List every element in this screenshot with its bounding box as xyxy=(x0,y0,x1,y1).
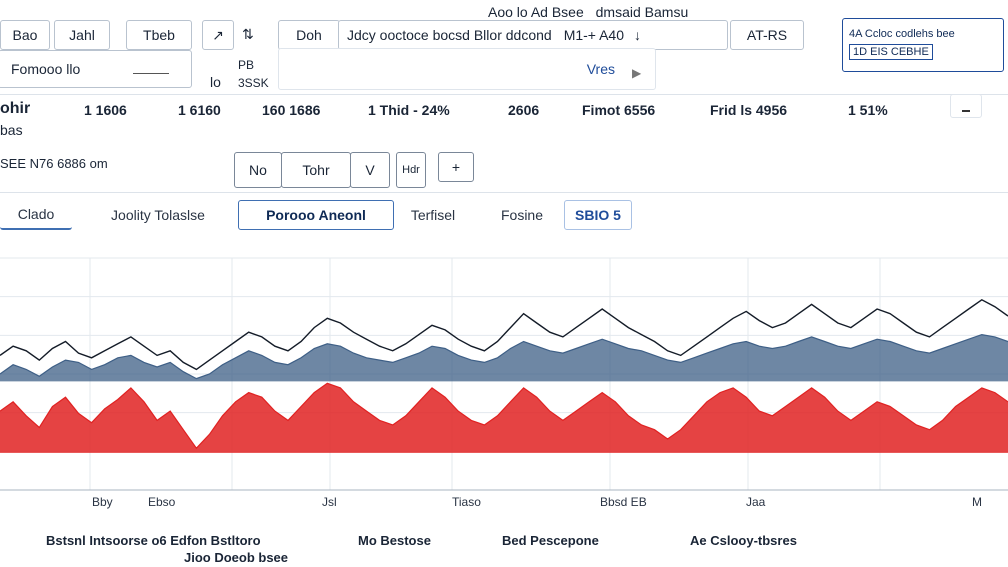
tab-clado-label: Clado xyxy=(17,206,55,222)
x-tick-label: Ebso xyxy=(148,495,176,509)
segment-hdr[interactable]: Hdr xyxy=(396,152,426,188)
x-tick-label: M xyxy=(972,495,982,509)
segment-hdr-label: Hdr xyxy=(402,164,420,176)
fomooo-select-value: Fomooo llo xyxy=(11,61,81,77)
select-underline xyxy=(133,73,169,74)
divider-mid xyxy=(0,192,1008,193)
stat-item-2: 1 6160 xyxy=(178,102,221,118)
jahl-button[interactable]: Jahl xyxy=(54,20,110,50)
legend-item-3[interactable]: Bed Pescepone xyxy=(502,533,599,548)
x-tick-label: Bby xyxy=(92,495,113,509)
window-caption-right: dmsaid Bamsu xyxy=(595,4,689,20)
segment-tohr[interactable]: Tohr xyxy=(281,152,351,188)
trend-arrow-icon: ↗ xyxy=(212,26,224,43)
lo-label: lo xyxy=(210,74,221,90)
tbeb-button-label: Tbeb xyxy=(143,27,175,43)
segment-v-label: V xyxy=(365,162,375,178)
x-tick-label: Tiaso xyxy=(452,495,481,509)
filter-code-label: AT-RS xyxy=(746,27,788,43)
info-panel: 4A Ccloc codlehs bee 1D EIS CEBHE xyxy=(842,18,1004,72)
stat-item-3: 160 1686 xyxy=(262,102,321,118)
legend-item-1-sub: Jioo Doeob bsee xyxy=(184,550,289,565)
series-line-1 xyxy=(0,333,1008,380)
series-area-1 xyxy=(0,334,1008,382)
tab-fosine-label: Fosine xyxy=(500,207,544,223)
stats-menu-button[interactable] xyxy=(950,94,982,118)
info-line-2: 1D EIS CEBHE xyxy=(849,44,933,60)
plus-icon: + xyxy=(451,159,461,175)
jahl-button-label: Jahl xyxy=(69,27,95,43)
tab-terfisel-label: Terfisel xyxy=(410,207,456,223)
search-input[interactable]: Jdcy ooctoce bocsd Bllor ddcond M1-+ A40… xyxy=(338,20,728,50)
tab-fosine[interactable]: Fosine xyxy=(490,200,554,230)
x-tick-label: Jsl xyxy=(322,495,337,509)
stat-item-1: 1 1606 xyxy=(84,102,127,118)
filter-code-button[interactable]: AT-RS xyxy=(730,20,804,50)
vres-panel[interactable]: Vres xyxy=(278,48,656,90)
tbeb-button[interactable]: Tbeb xyxy=(126,20,192,50)
stat-item-6: Fimot 6556 xyxy=(582,102,656,118)
series-line-2 xyxy=(0,382,1008,450)
stat-item-4: 1 Thid - 24% xyxy=(368,102,450,118)
divider-top xyxy=(0,94,1008,95)
sort-icon[interactable]: ⇅ xyxy=(242,26,254,42)
tab-terfisel[interactable]: Terfisel xyxy=(398,200,468,230)
tab-clado[interactable]: Clado xyxy=(0,200,72,230)
doh-button[interactable]: Doh xyxy=(278,20,340,50)
stat-item-5: 2606 xyxy=(508,102,540,118)
legend-item-2[interactable]: Mo Bestose xyxy=(358,533,431,548)
doh-button-label: Doh xyxy=(296,27,322,43)
segment-tohr-label: Tohr xyxy=(302,162,330,178)
chart-x-ticks: Bby Ebso Jsl Tiaso Bbsd EB Jaa M xyxy=(0,489,1008,509)
vres-label: Vres xyxy=(586,61,615,77)
bao-button[interactable]: Bao xyxy=(0,20,50,50)
play-icon[interactable]: ▶ xyxy=(632,66,642,80)
search-input-value: Jdcy ooctoce bocsd Bllor ddcond xyxy=(347,27,552,43)
series-area-2 xyxy=(0,383,1008,453)
window-caption-text: Aoo lo Ad Bsee xyxy=(488,4,584,20)
tab-joolity-label: Joolity Tolaslse xyxy=(111,207,205,223)
pb-label: PB xyxy=(238,58,255,72)
segment-no-label: No xyxy=(249,162,267,178)
bao-button-label: Bao xyxy=(12,27,38,43)
x-tick-label: Jaa xyxy=(746,495,766,509)
tab-sbio[interactable]: SBIO 5 xyxy=(564,200,632,230)
dash-icon xyxy=(962,110,970,112)
legend-item-1[interactable]: Bstsnl Intsoorse o6 Edfon Bstltoro xyxy=(46,533,261,548)
tab-joolity[interactable]: Joolity Tolaslse xyxy=(88,200,228,230)
search-code: M1-+ A40 xyxy=(563,27,625,43)
chart-series xyxy=(0,298,1008,453)
segment-v[interactable]: V xyxy=(350,152,390,188)
arrow-down-icon[interactable]: ↓ xyxy=(634,27,642,43)
ssk-label: 3SSK xyxy=(238,76,269,90)
legend-item-4[interactable]: Ae Cslooy-tbsres xyxy=(690,533,797,548)
stats-label: ohir xyxy=(0,100,31,117)
stats-sublabel: bas xyxy=(0,122,23,138)
main-chart[interactable]: Bby Ebso Jsl Tiaso Bbsd EB Jaa M xyxy=(0,240,1008,520)
x-tick-label: Bbsd EB xyxy=(600,495,647,509)
series-line-0 xyxy=(0,298,1008,371)
meta-line: SEE N76 6886 om xyxy=(0,156,108,171)
add-button[interactable]: + xyxy=(438,152,474,182)
segment-no[interactable]: No xyxy=(234,152,282,188)
fomooo-select[interactable]: Fomooo llo xyxy=(0,50,192,88)
tab-porooo-label: Porooo Aneonl xyxy=(266,207,366,223)
tab-sbio-label: SBIO 5 xyxy=(575,207,621,223)
stat-item-7: Frid ls 4956 xyxy=(710,102,788,118)
tab-porooo[interactable]: Porooo Aneonl xyxy=(238,200,394,230)
trend-arrow-button[interactable]: ↗ xyxy=(202,20,234,50)
stat-item-8: 1 51% xyxy=(848,102,888,118)
window-caption: Aoo lo Ad Bsee dmsaid Bamsu xyxy=(488,4,688,20)
info-line-1: 4A Ccloc codlehs bee xyxy=(849,28,955,40)
